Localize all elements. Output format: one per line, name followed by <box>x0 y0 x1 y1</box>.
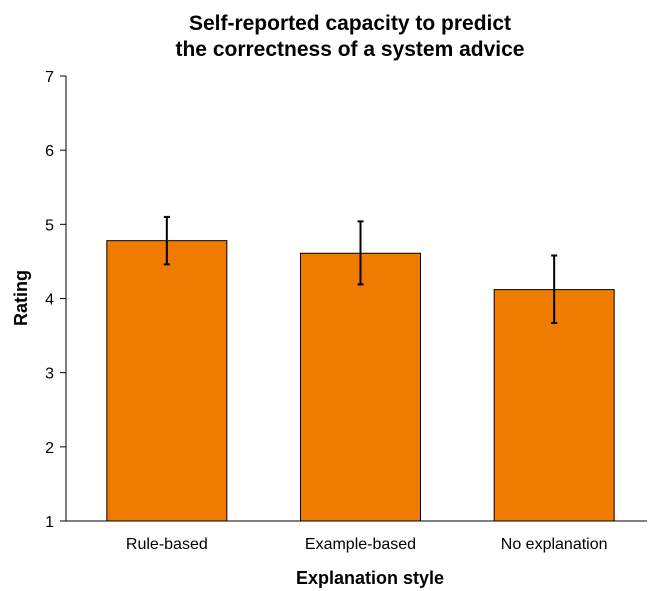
y-tick-label: 1 <box>45 514 54 531</box>
bar <box>493 289 615 522</box>
y-tick-label: 7 <box>45 69 54 86</box>
x-tick-label: Example-based <box>305 536 416 553</box>
y-tick-label: 6 <box>45 143 54 160</box>
chart-title-line-2: the correctness of a system advice <box>175 38 524 61</box>
bar <box>300 252 421 522</box>
y-tick-label: 2 <box>45 440 54 457</box>
error-bar <box>357 220 364 286</box>
error-bar <box>163 215 170 266</box>
bar <box>106 240 228 522</box>
x-axis-label: Explanation style <box>296 568 444 588</box>
y-tick-label: 3 <box>45 366 54 383</box>
y-tick-label: 4 <box>45 292 54 309</box>
chart-title-line-1: Self-reported capacity to predict <box>189 12 511 35</box>
error-bars <box>163 215 558 324</box>
x-tick-label: Rule-based <box>126 536 208 553</box>
y-tick-label: 5 <box>45 217 54 234</box>
x-tick-label: No explanation <box>501 536 608 553</box>
bars <box>106 240 615 522</box>
x-tick-labels: Rule-based Example-based No explanation <box>126 536 608 553</box>
y-axis-label: Rating <box>11 270 31 326</box>
y-axis: 1 2 3 4 5 6 7 <box>45 69 67 531</box>
error-bar <box>551 254 558 324</box>
